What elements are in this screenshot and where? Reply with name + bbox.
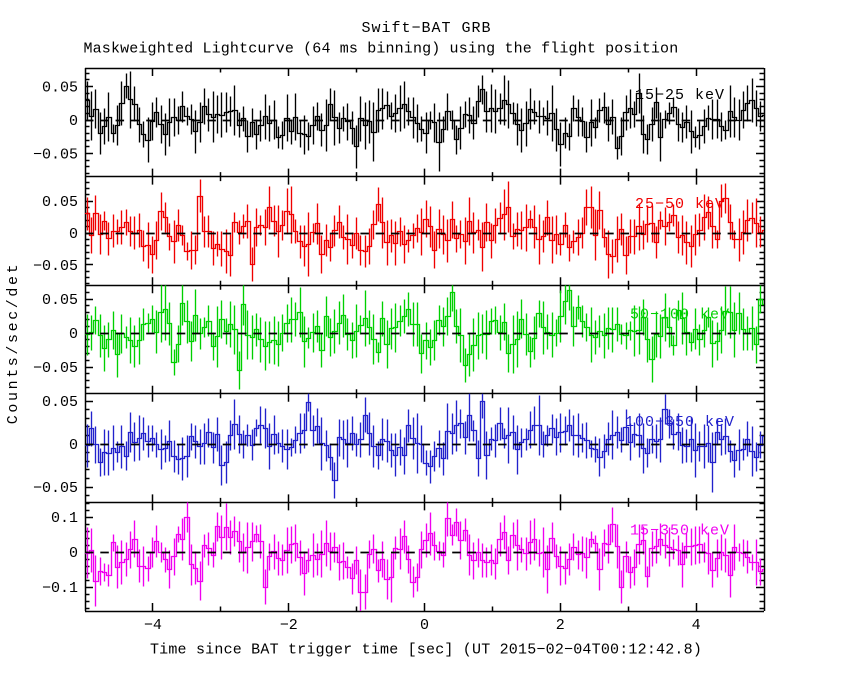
svg-text:0: 0: [69, 113, 78, 130]
svg-text:0.05: 0.05: [42, 292, 78, 309]
svg-text:Swift−BAT GRB: Swift−BAT GRB: [361, 20, 491, 37]
svg-text:100−350 keV: 100−350 keV: [625, 414, 735, 431]
svg-text:Time since BAT trigger time [s: Time since BAT trigger time [sec] (UT 20…: [150, 642, 702, 659]
svg-text:Maskweighted Lightcurve (64 ms: Maskweighted Lightcurve (64 ms binning) …: [84, 41, 679, 58]
svg-text:0: 0: [420, 617, 429, 634]
svg-text:−0.05: −0.05: [33, 360, 78, 377]
svg-text:0: 0: [69, 437, 78, 454]
svg-text:0.05: 0.05: [42, 80, 78, 97]
svg-text:−0.05: −0.05: [33, 258, 78, 275]
svg-text:−0.05: −0.05: [33, 147, 78, 164]
svg-text:4: 4: [692, 617, 701, 634]
svg-text:−4: −4: [144, 617, 162, 634]
svg-text:0.1: 0.1: [51, 510, 78, 527]
svg-text:0: 0: [69, 545, 78, 562]
svg-text:0.05: 0.05: [42, 194, 78, 211]
svg-text:−2: −2: [280, 617, 298, 634]
svg-text:0: 0: [69, 226, 78, 243]
svg-text:0: 0: [69, 326, 78, 343]
svg-text:25−50 keV: 25−50 keV: [635, 196, 725, 213]
svg-text:2: 2: [556, 617, 565, 634]
svg-text:15−350 keV: 15−350 keV: [630, 523, 730, 540]
svg-text:−0.1: −0.1: [42, 580, 78, 597]
svg-text:15−25 keV: 15−25 keV: [635, 87, 725, 104]
svg-text:Counts/sec/det: Counts/sec/det: [5, 262, 22, 424]
svg-text:−0.05: −0.05: [33, 480, 78, 497]
svg-text:0.05: 0.05: [42, 394, 78, 411]
